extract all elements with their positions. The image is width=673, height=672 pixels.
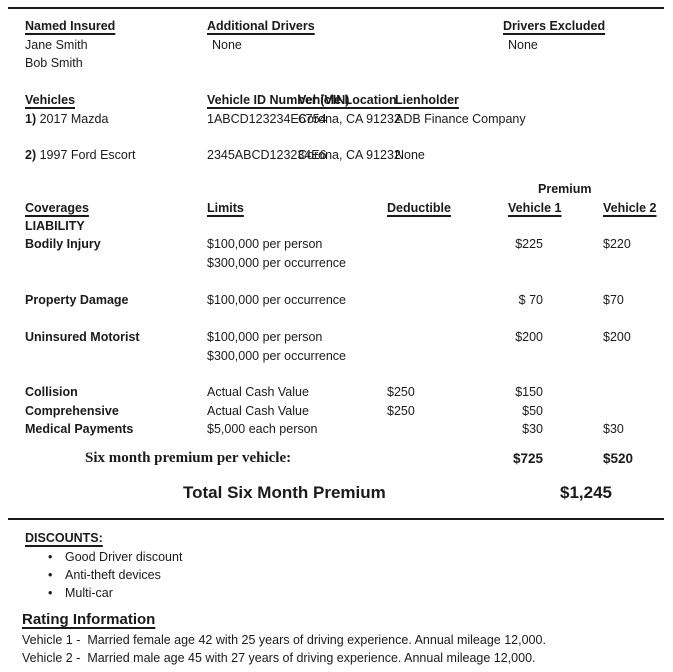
six-month-vehicle1-total: $725 bbox=[512, 451, 543, 466]
vehicle-location: Corona, CA 91232 bbox=[298, 112, 401, 126]
coverages-label: Coverages bbox=[25, 201, 89, 215]
vehicle1-premium: $225 bbox=[515, 237, 543, 251]
vehicle2-premium: $70 bbox=[603, 293, 624, 307]
bullet-icon: • bbox=[48, 550, 53, 564]
vehicle1-premium: $200 bbox=[515, 330, 543, 344]
coverage-deductible: $250 bbox=[387, 385, 415, 399]
limit-line: $100,000 per person bbox=[207, 330, 323, 344]
limit-line: $300,000 per occurrence bbox=[207, 349, 346, 363]
limit-line: $300,000 per occurrence bbox=[207, 256, 346, 270]
named-insured-name-2: Bob Smith bbox=[25, 56, 83, 70]
discount-item: Good Driver discount bbox=[65, 550, 183, 564]
total-premium-value: $1,245 bbox=[560, 483, 612, 502]
vehicle1-premium: $50 bbox=[522, 404, 543, 418]
vehicle-vin: 2345ABCD123234E6 bbox=[207, 148, 327, 162]
vehicle2-premium: $220 bbox=[603, 237, 631, 251]
vehicle-location-label: Vehicle Location bbox=[298, 93, 397, 107]
discount-item: Multi-car bbox=[65, 586, 113, 600]
coverage-limits: Actual Cash Value bbox=[207, 385, 309, 399]
coverage-limits: $5,000 each person bbox=[207, 422, 318, 436]
additional-drivers-value: None bbox=[212, 38, 242, 52]
top-divider bbox=[8, 7, 664, 9]
coverage-name: Medical Payments bbox=[25, 422, 134, 436]
vehicle1-premium: $30 bbox=[522, 422, 543, 436]
drivers-excluded-label: Drivers Excluded bbox=[503, 19, 606, 33]
vehicle1-premium: $ 70 bbox=[518, 293, 543, 307]
vehicle-lienholder: ADB Finance Company bbox=[395, 112, 526, 126]
vehicle1-column-label: Vehicle 1 bbox=[508, 201, 562, 215]
premium-label: Premium bbox=[538, 182, 592, 196]
vehicle-location: Corona, CA 91232 bbox=[298, 148, 401, 162]
vehicle2-premium: $200 bbox=[603, 330, 631, 344]
lienholder-label: Lienholder bbox=[395, 93, 459, 107]
limits-label: Limits bbox=[207, 201, 244, 215]
vehicle-model: 1997 Ford Escort bbox=[39, 148, 136, 162]
coverage-limits: Actual Cash Value bbox=[207, 404, 309, 418]
coverage-name: Comprehensive bbox=[25, 404, 119, 418]
rating-line-vehicle1: Vehicle 1 - Married female age 42 with 2… bbox=[22, 633, 546, 647]
six-month-vehicle2-total: $520 bbox=[603, 451, 634, 466]
vehicle-model: 2017 Mazda bbox=[39, 112, 109, 126]
vehicle-vin: 1ABCD123234E6754 bbox=[207, 112, 327, 126]
coverage-name: Uninsured Motorist bbox=[25, 330, 140, 344]
vehicle2-premium: $30 bbox=[603, 422, 624, 436]
additional-drivers-label: Additional Drivers bbox=[207, 19, 315, 33]
discount-item: Anti-theft devices bbox=[65, 568, 161, 582]
vin-label: Vehicle ID Number (VIN) bbox=[207, 93, 350, 107]
named-insured-name-1: Jane Smith bbox=[25, 38, 88, 52]
deductible-label: Deductible bbox=[387, 201, 451, 215]
vehicle1-premium: $150 bbox=[515, 385, 543, 399]
discounts-label: DISCOUNTS: bbox=[25, 531, 103, 545]
vehicles-label: Vehicles bbox=[25, 93, 76, 107]
coverage-limits: $100,000 per person $300,000 per occurren… bbox=[207, 328, 346, 366]
total-premium-label: Total Six Month Premium bbox=[183, 483, 386, 502]
liability-section-label: LIABILITY bbox=[25, 219, 85, 233]
bullet-icon: • bbox=[48, 568, 53, 582]
bullet-icon: • bbox=[48, 586, 53, 600]
vehicle2-column-label: Vehicle 2 bbox=[603, 201, 657, 215]
coverage-limits: $100,000 per person $300,000 per occurren… bbox=[207, 235, 346, 273]
limit-line: $100,000 per person bbox=[207, 237, 323, 251]
six-month-premium-label: Six month premium per vehicle: bbox=[85, 450, 292, 466]
rating-information-label: Rating Information bbox=[22, 611, 156, 628]
coverage-name: Collision bbox=[25, 385, 78, 399]
coverage-limits: $100,000 per occurrence bbox=[207, 293, 346, 307]
vehicle-number: 2) bbox=[25, 148, 37, 162]
coverage-name: Property Damage bbox=[25, 293, 129, 307]
bottom-divider bbox=[8, 518, 664, 520]
vehicle-lienholder: None bbox=[395, 148, 425, 162]
named-insured-label: Named Insured bbox=[25, 19, 116, 33]
drivers-excluded-value: None bbox=[508, 38, 538, 52]
vehicle-name: 1) 2017 Mazda bbox=[25, 110, 108, 129]
vehicle-number: 1) bbox=[25, 112, 37, 126]
vehicle-name: 2) 1997 Ford Escort bbox=[25, 146, 136, 165]
coverage-name: Bodily Injury bbox=[25, 237, 101, 251]
coverage-deductible: $250 bbox=[387, 404, 415, 418]
rating-line-vehicle2: Vehicle 2 - Married male age 45 with 27 … bbox=[22, 651, 536, 665]
